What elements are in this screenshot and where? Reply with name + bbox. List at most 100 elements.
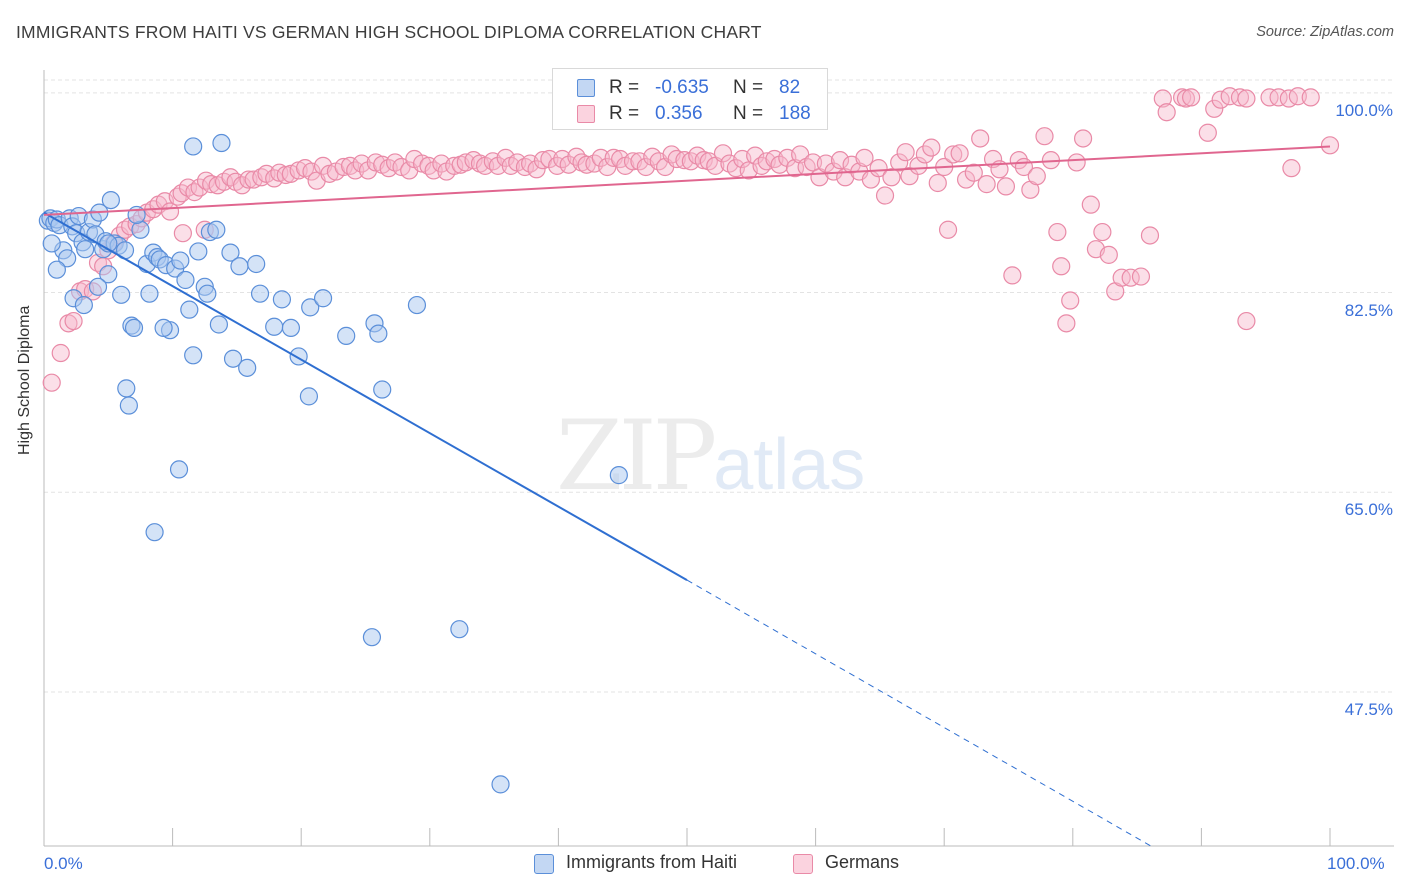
- german-point: [515, 157, 535, 177]
- haiti-point: [221, 243, 240, 262]
- german-point: [1230, 88, 1250, 107]
- haiti-point: [119, 396, 138, 415]
- haiti-point: [250, 284, 270, 303]
- haiti-point: [42, 234, 61, 253]
- german-point: [915, 145, 935, 164]
- haiti-point: [140, 284, 159, 303]
- german-point: [869, 159, 888, 178]
- german-point: [1067, 153, 1086, 172]
- german-point: [971, 129, 990, 148]
- y-tick-label: 100.0%: [1335, 100, 1393, 120]
- haiti-point: [131, 220, 150, 239]
- german-point: [1282, 159, 1301, 178]
- german-point: [540, 149, 559, 169]
- n-label: N =: [733, 103, 764, 124]
- german-point: [424, 161, 443, 180]
- german-point: [346, 161, 365, 180]
- r-value: -0.635: [655, 77, 709, 98]
- haiti-point: [313, 289, 333, 308]
- r-value: 0.356: [655, 103, 703, 124]
- haiti-point: [101, 190, 120, 210]
- haiti-point: [212, 133, 231, 153]
- haiti-point: [145, 523, 164, 542]
- german-point: [1198, 123, 1217, 142]
- haiti-point: [99, 265, 118, 284]
- german-point: [882, 168, 901, 187]
- haiti-point: [184, 346, 203, 365]
- german-point: [950, 144, 969, 163]
- german-point: [1099, 245, 1118, 264]
- german-point: [830, 151, 850, 170]
- german-point: [598, 157, 617, 177]
- haiti-point: [207, 220, 226, 239]
- haiti-trend-line: [43, 211, 688, 581]
- haiti-point: [74, 295, 93, 315]
- haiti-point: [154, 318, 173, 338]
- german-point: [1237, 89, 1256, 108]
- german-point: [922, 138, 941, 157]
- haiti-point: [450, 620, 469, 639]
- haiti-point: [47, 260, 66, 279]
- german-point: [1237, 311, 1256, 331]
- watermark: ZIPatlas: [556, 400, 865, 512]
- legend-label: Immigrants from Haiti: [566, 852, 738, 872]
- german-point: [746, 146, 765, 165]
- haiti-point: [609, 466, 628, 485]
- chart-title: IMMIGRANTS FROM HAITI VS GERMAN HIGH SCH…: [16, 22, 762, 42]
- haiti-point: [176, 270, 195, 290]
- haiti-point: [491, 775, 510, 794]
- haiti-point: [198, 284, 217, 303]
- german-point: [1157, 103, 1176, 122]
- haiti-point: [272, 290, 292, 309]
- r-label: R =: [609, 77, 640, 98]
- haiti-point: [124, 318, 144, 338]
- german-point: [896, 143, 915, 162]
- german-point: [1140, 226, 1160, 245]
- y-axis-label: High School Diploma: [16, 305, 33, 455]
- haiti-point: [171, 251, 190, 270]
- x-tick-label-max: 100.0%: [1327, 854, 1385, 873]
- german-point: [956, 170, 976, 189]
- german-point: [909, 156, 928, 175]
- german-point: [928, 173, 947, 193]
- german-point: [1081, 195, 1100, 214]
- german-point: [1182, 88, 1201, 107]
- haiti-point: [117, 379, 136, 398]
- german-point: [890, 153, 909, 172]
- haiti-point: [209, 315, 228, 334]
- german-point: [1093, 222, 1112, 242]
- german-point: [1061, 291, 1080, 310]
- german-point: [1035, 127, 1054, 146]
- german-point: [527, 160, 546, 179]
- german-point: [855, 148, 874, 167]
- haiti-point: [247, 254, 266, 274]
- haiti-point: [112, 285, 131, 304]
- german-point: [190, 178, 209, 197]
- german-point: [667, 149, 686, 169]
- german-point: [1057, 314, 1076, 333]
- german-point: [1048, 222, 1067, 242]
- haiti-point: [88, 277, 108, 296]
- source-note: Source: ZipAtlas.com: [1256, 24, 1394, 40]
- haiti-swatch: [577, 79, 595, 97]
- german-point: [302, 162, 321, 181]
- german-point: [265, 169, 284, 188]
- german-point: [51, 343, 70, 363]
- n-label: N =: [733, 77, 764, 98]
- x-tick-label-min: 0.0%: [44, 854, 83, 873]
- haiti-point: [169, 460, 189, 479]
- haiti-point: [369, 324, 388, 343]
- german-point: [445, 156, 464, 175]
- haiti-point: [362, 628, 382, 647]
- y-tick-label: 65.0%: [1344, 500, 1393, 520]
- haiti-trend-extension: [686, 579, 1152, 847]
- german-point: [42, 373, 61, 392]
- german-point: [1205, 99, 1224, 118]
- german-point: [770, 155, 789, 174]
- german-point: [996, 177, 1016, 196]
- haiti-point: [301, 298, 320, 317]
- german-point: [938, 220, 958, 239]
- legend-label: Germans: [825, 852, 900, 872]
- haiti-point: [299, 387, 319, 406]
